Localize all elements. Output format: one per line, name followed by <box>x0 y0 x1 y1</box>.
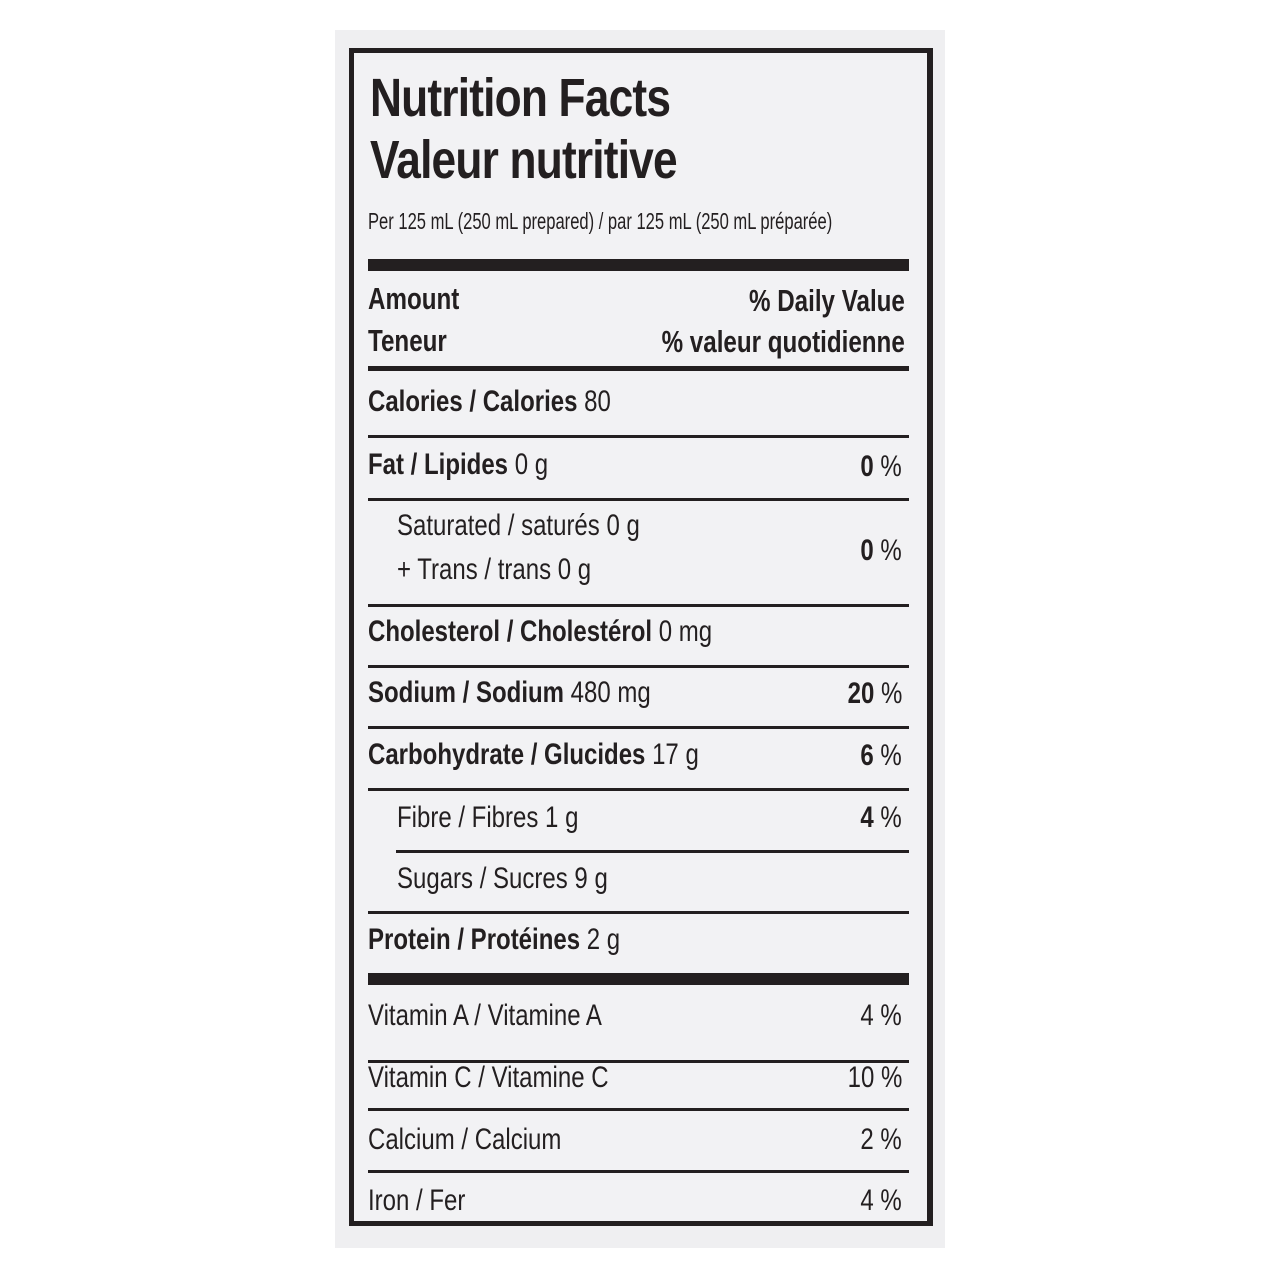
sugars-row: Sugars / Sucres 9 g <box>397 862 608 895</box>
vitamin-c-daily-value: 10 % <box>847 1061 902 1094</box>
serving-size: Per 125 mL (250 mL prepared) / par 125 m… <box>368 208 833 234</box>
thick-divider <box>368 259 909 271</box>
divider <box>368 788 909 791</box>
calcium-daily-value: 2 % <box>860 1123 902 1156</box>
fibre-row: Fibre / Fibres 1 g <box>397 801 579 834</box>
divider <box>368 604 909 607</box>
vitamin-a-row: Vitamin A / Vitamine A <box>368 999 602 1032</box>
calcium-row: Calcium / Calcium <box>368 1123 562 1156</box>
iron-daily-value: 4 % <box>860 1184 902 1217</box>
divider <box>368 726 909 729</box>
sodium-daily-value: 20 % <box>847 677 902 710</box>
title-english: Nutrition Facts <box>370 68 671 128</box>
carbohydrate-daily-value: 6 % <box>860 739 902 772</box>
divider <box>368 911 909 914</box>
divider <box>368 1060 909 1063</box>
fat-row: Fat / Lipides 0 g <box>368 448 548 482</box>
vitamin-a-daily-value: 4 % <box>860 999 902 1032</box>
sodium-row: Sodium / Sodium 480 mg <box>368 676 651 709</box>
fibre-daily-value: 4 % <box>860 801 902 834</box>
nutrition-facts-table: Nutrition Facts Valeur nutritive Per 125… <box>349 48 933 1226</box>
iron-row: Iron / Fer <box>368 1184 466 1217</box>
daily-value-header-fr: % valeur quotidienne <box>661 324 905 359</box>
divider <box>368 435 909 438</box>
nutrient-name: Calories / Calories <box>368 385 578 418</box>
thick-divider <box>368 973 909 985</box>
saturated-trans-daily-value: 0 % <box>860 534 902 567</box>
carbohydrate-row: Carbohydrate / Glucides 17 g <box>368 738 699 771</box>
vitamin-c-row: Vitamin C / Vitamine C <box>368 1061 609 1094</box>
divider <box>368 498 909 501</box>
cholesterol-row: Cholesterol / Cholestérol 0 mg <box>368 615 713 648</box>
divider <box>368 1170 909 1173</box>
divider <box>396 850 909 853</box>
nutrient-amount: 0 g <box>514 448 549 481</box>
amount-header-en: Amount <box>368 281 460 316</box>
daily-value-header-en: % Daily Value <box>749 283 905 318</box>
header-divider <box>368 366 909 371</box>
calories-row: Calories / Calories 80 <box>368 385 611 419</box>
title-french: Valeur nutritive <box>370 130 678 190</box>
saturated-fat-row: Saturated / saturés 0 g <box>397 509 640 542</box>
trans-fat-row: + Trans / trans 0 g <box>397 553 592 586</box>
divider <box>368 1108 909 1111</box>
protein-row: Protein / Protéines 2 g <box>368 923 621 956</box>
amount-header-fr: Teneur <box>368 323 447 358</box>
nutrient-amount: 80 <box>584 385 611 418</box>
nutrient-name: Fat / Lipides <box>368 448 509 481</box>
fat-daily-value: 0 % <box>860 450 902 483</box>
divider <box>368 665 909 668</box>
